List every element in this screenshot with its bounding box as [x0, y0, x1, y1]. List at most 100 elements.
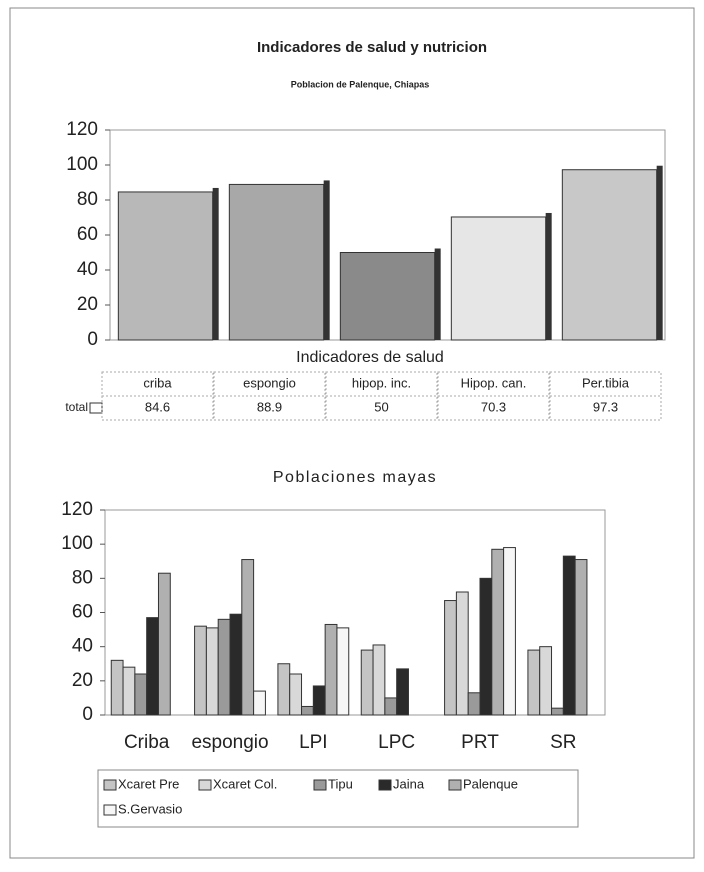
legend-key — [448, 779, 462, 791]
table-cell — [437, 395, 550, 421]
bar — [312, 685, 326, 716]
legend-label: Palenque — [463, 776, 518, 791]
bar — [551, 707, 564, 716]
y-tick-label: 0 — [82, 704, 93, 725]
legend-key — [313, 779, 327, 791]
chart-title: Poblaciones mayas — [273, 469, 437, 486]
bar — [194, 625, 207, 716]
y-tick-label: 60 — [77, 224, 98, 245]
bar-side — [545, 212, 552, 340]
page-frame — [9, 7, 695, 859]
bar — [450, 216, 547, 341]
legend-key — [89, 402, 103, 414]
table-header: Hipop. can. — [461, 375, 527, 390]
bar — [562, 555, 576, 716]
table-cell — [213, 371, 326, 397]
bar — [455, 591, 469, 716]
legend-key — [103, 779, 117, 791]
bar-side — [323, 180, 330, 340]
bar — [217, 618, 231, 716]
y-tick-label: 20 — [72, 670, 93, 691]
legend-label: Tipu — [328, 776, 353, 791]
chart-title: Indicadores de salud y nutricion — [257, 39, 487, 56]
x-tick-label: espongio — [191, 732, 268, 753]
legend-label: Xcaret Col. — [213, 776, 277, 791]
bar — [336, 627, 350, 716]
bar — [324, 623, 338, 716]
bar — [229, 613, 243, 716]
table-cell — [213, 395, 326, 421]
bar — [122, 666, 136, 716]
table-cell — [549, 371, 662, 397]
bar — [491, 548, 505, 716]
bar — [527, 649, 541, 716]
bar — [574, 559, 588, 716]
bar — [228, 183, 325, 341]
bar — [289, 673, 303, 716]
legend-key — [103, 804, 117, 816]
bar — [372, 644, 386, 716]
bar — [467, 692, 481, 716]
legend-key — [378, 779, 392, 791]
table-cell — [101, 395, 214, 421]
bar — [444, 600, 457, 716]
bar-side — [212, 187, 219, 340]
legend-label: Xcaret Pre — [118, 776, 179, 791]
bar — [157, 572, 171, 716]
y-tick-label: 80 — [72, 567, 93, 588]
bar — [277, 663, 291, 716]
bar — [396, 668, 409, 716]
bar — [241, 559, 255, 716]
legend-label: S.Gervasio — [118, 801, 182, 816]
table-header: hipop. inc. — [352, 375, 411, 390]
bar — [253, 690, 266, 716]
y-tick-label: 40 — [77, 259, 98, 280]
table-value: 88.9 — [257, 399, 282, 414]
y-tick-label: 80 — [77, 189, 98, 210]
table-cell — [549, 395, 662, 421]
bar — [134, 673, 148, 716]
table-header: Per.tibia — [582, 375, 630, 390]
x-tick-label: PRT — [461, 732, 499, 753]
legend-label: Jaina — [393, 776, 425, 791]
x-tick-label: LPI — [299, 732, 328, 753]
table-value: 70.3 — [481, 399, 506, 414]
table-cell — [325, 371, 438, 397]
table-header: criba — [143, 375, 172, 390]
x-tick-label: SR — [550, 732, 576, 753]
x-axis-label: Indicadores de salud — [296, 349, 444, 366]
x-tick-label: Criba — [124, 732, 170, 753]
bar — [384, 697, 398, 716]
y-tick-label: 20 — [77, 294, 98, 315]
y-tick-label: 40 — [72, 636, 93, 657]
y-tick-label: 100 — [66, 154, 98, 175]
bar — [561, 169, 658, 341]
bar-side — [434, 248, 441, 340]
y-tick-label: 100 — [61, 533, 93, 554]
chart-subtitle: Poblacion de Palenque, Chiapas — [291, 79, 430, 89]
bar — [301, 705, 314, 716]
legend-frame — [97, 769, 579, 828]
y-tick-label: 60 — [72, 602, 93, 623]
bar — [479, 577, 493, 716]
bar — [117, 191, 214, 341]
y-tick-label: 120 — [66, 119, 98, 140]
bar — [339, 252, 436, 341]
table-cell — [437, 371, 550, 397]
row-label: total — [65, 400, 88, 414]
x-tick-label: LPC — [378, 732, 415, 753]
table-value: 97.3 — [593, 399, 618, 414]
table-cell — [101, 371, 214, 397]
table-value: 50 — [374, 399, 388, 414]
bar — [110, 659, 124, 716]
bar — [205, 627, 219, 716]
bar — [539, 646, 553, 716]
bar — [146, 617, 159, 716]
y-tick-label: 120 — [61, 499, 93, 520]
y-tick-label: 0 — [87, 329, 98, 350]
table-cell — [325, 395, 438, 421]
bar-side — [656, 165, 663, 340]
table-header: espongio — [243, 375, 296, 390]
legend-key — [198, 779, 212, 791]
